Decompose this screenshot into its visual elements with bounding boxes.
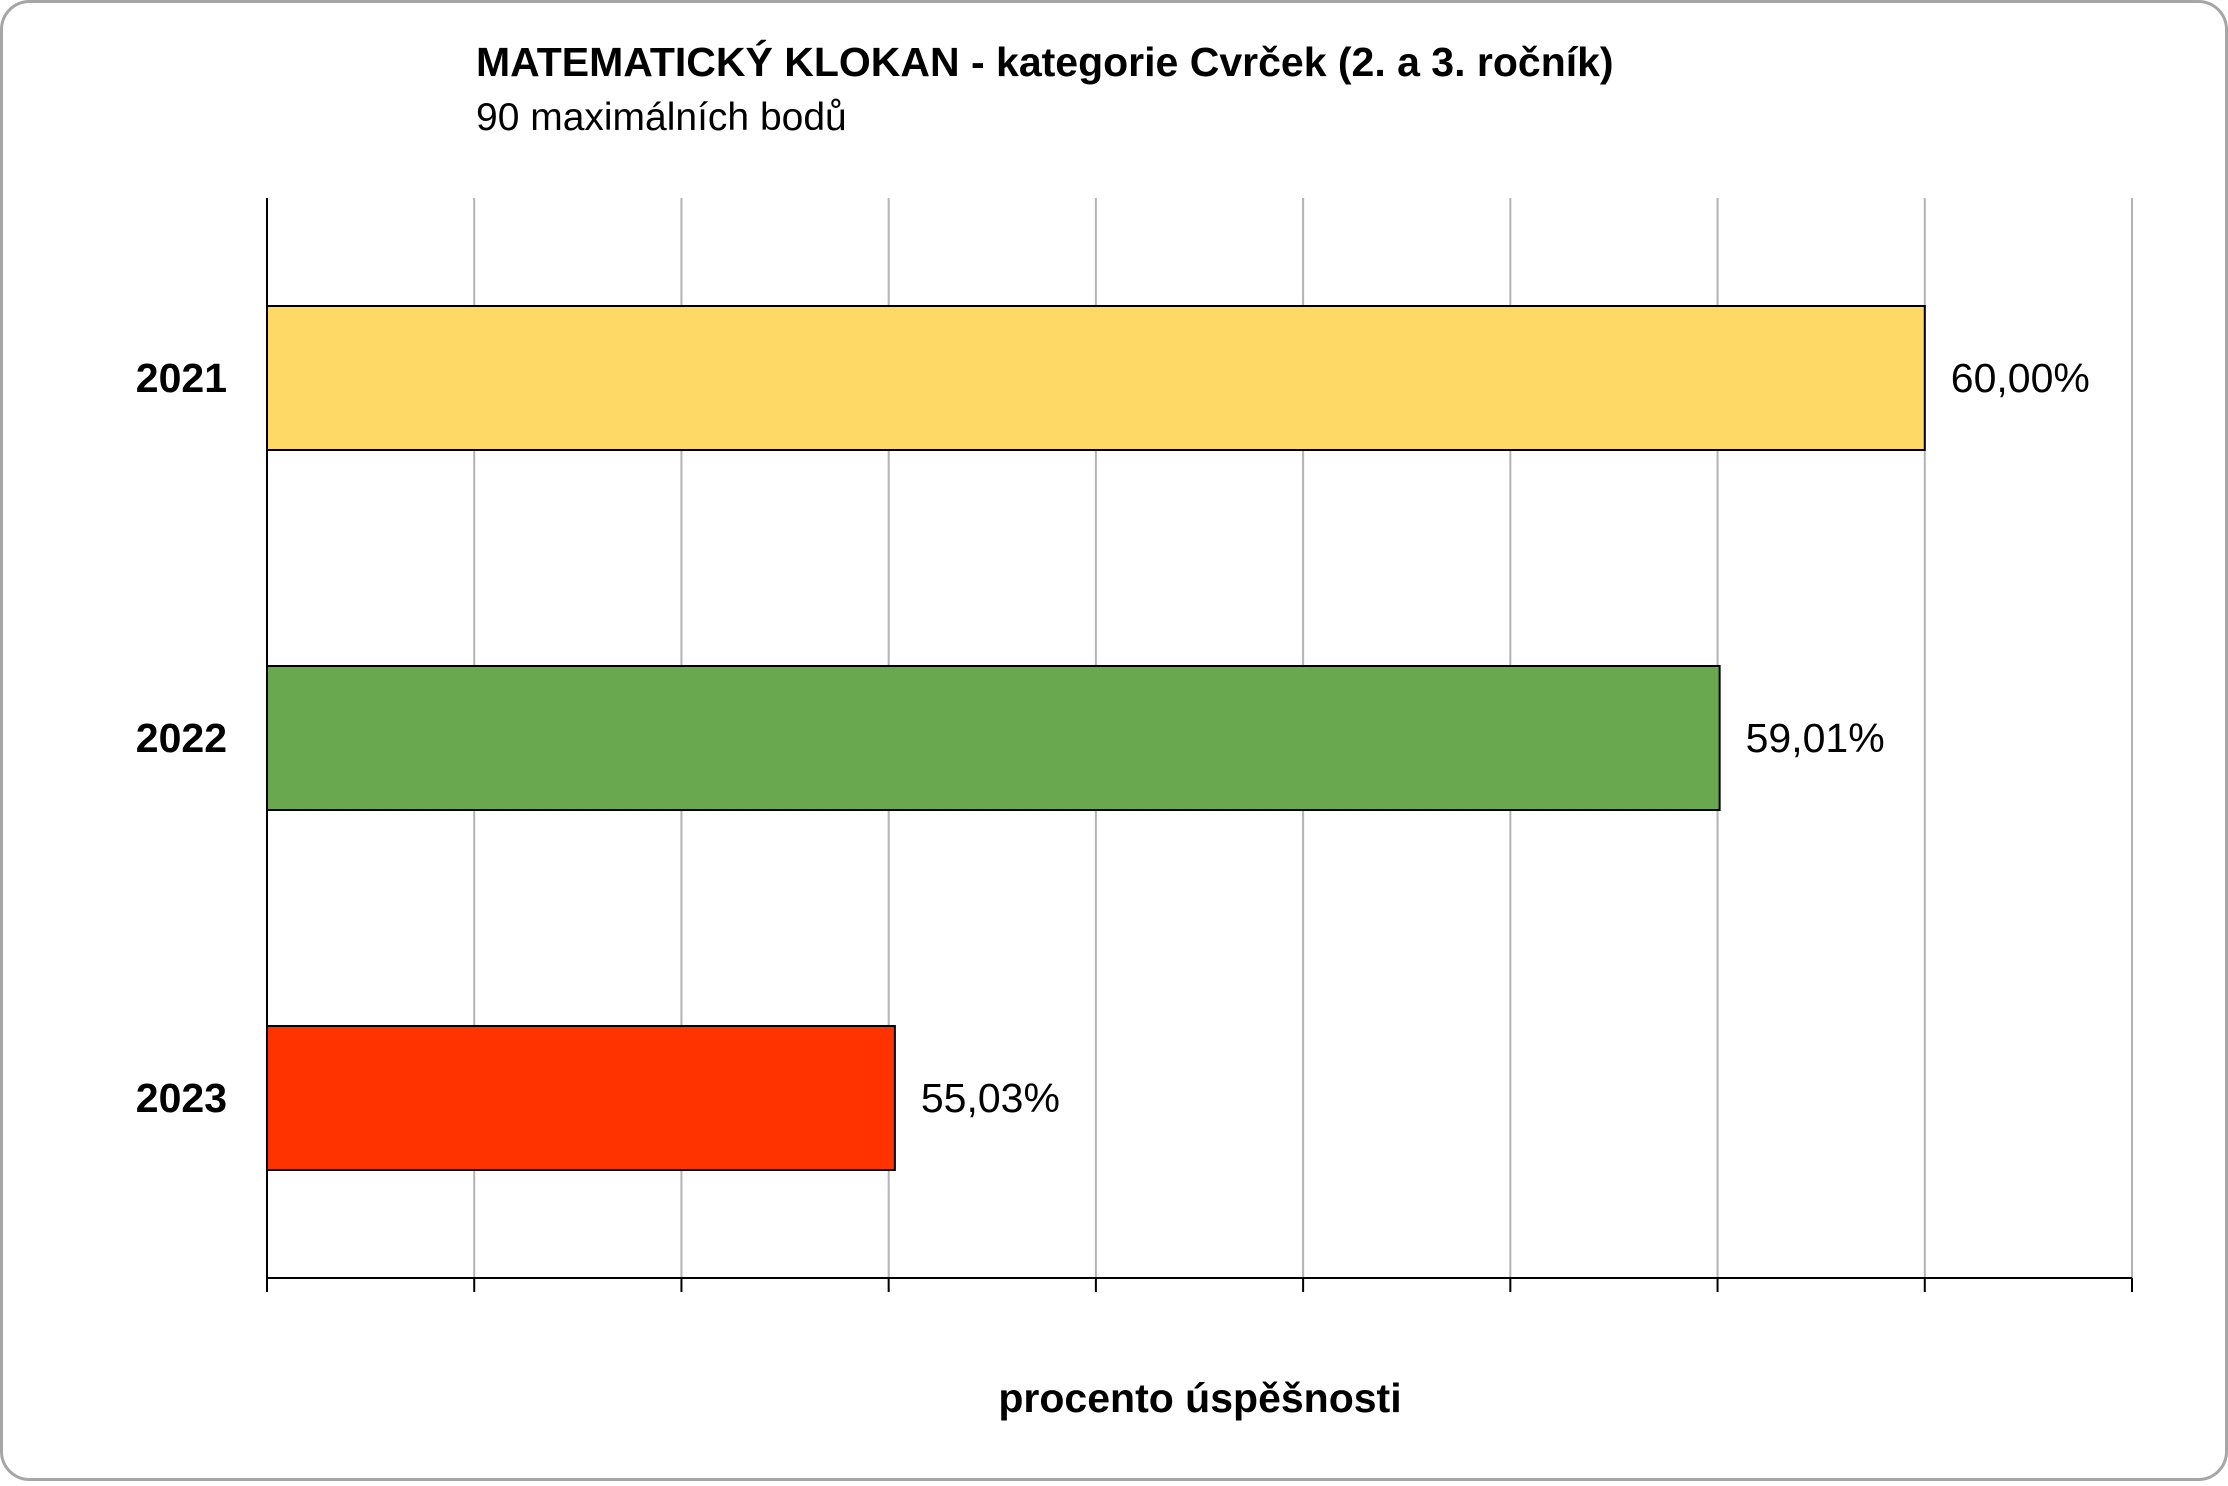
labels: 2021 60,00% 2022 59,01% 2023 55,03% bbox=[136, 355, 2090, 1121]
data-label: 60,00% bbox=[1951, 355, 2090, 401]
axes bbox=[266, 198, 2133, 1292]
chart-title: MATEMATICKÝ KLOKAN - kategorie Cvrček (2… bbox=[476, 39, 1614, 85]
bar-2023 bbox=[266, 1025, 896, 1171]
bars bbox=[266, 305, 1926, 1171]
bar-2022 bbox=[266, 665, 1721, 811]
x-axis-label: procento úspěšnosti bbox=[998, 1375, 1401, 1421]
bar-2021 bbox=[266, 305, 1926, 451]
y-tick-label: 2023 bbox=[136, 1075, 227, 1121]
y-tick-label: 2021 bbox=[136, 355, 227, 401]
data-label: 59,01% bbox=[1746, 715, 1885, 761]
data-label: 55,03% bbox=[921, 1075, 1060, 1121]
y-tick-label: 2022 bbox=[136, 715, 227, 761]
chart-subtitle: 90 maximálních bodů bbox=[476, 96, 847, 139]
